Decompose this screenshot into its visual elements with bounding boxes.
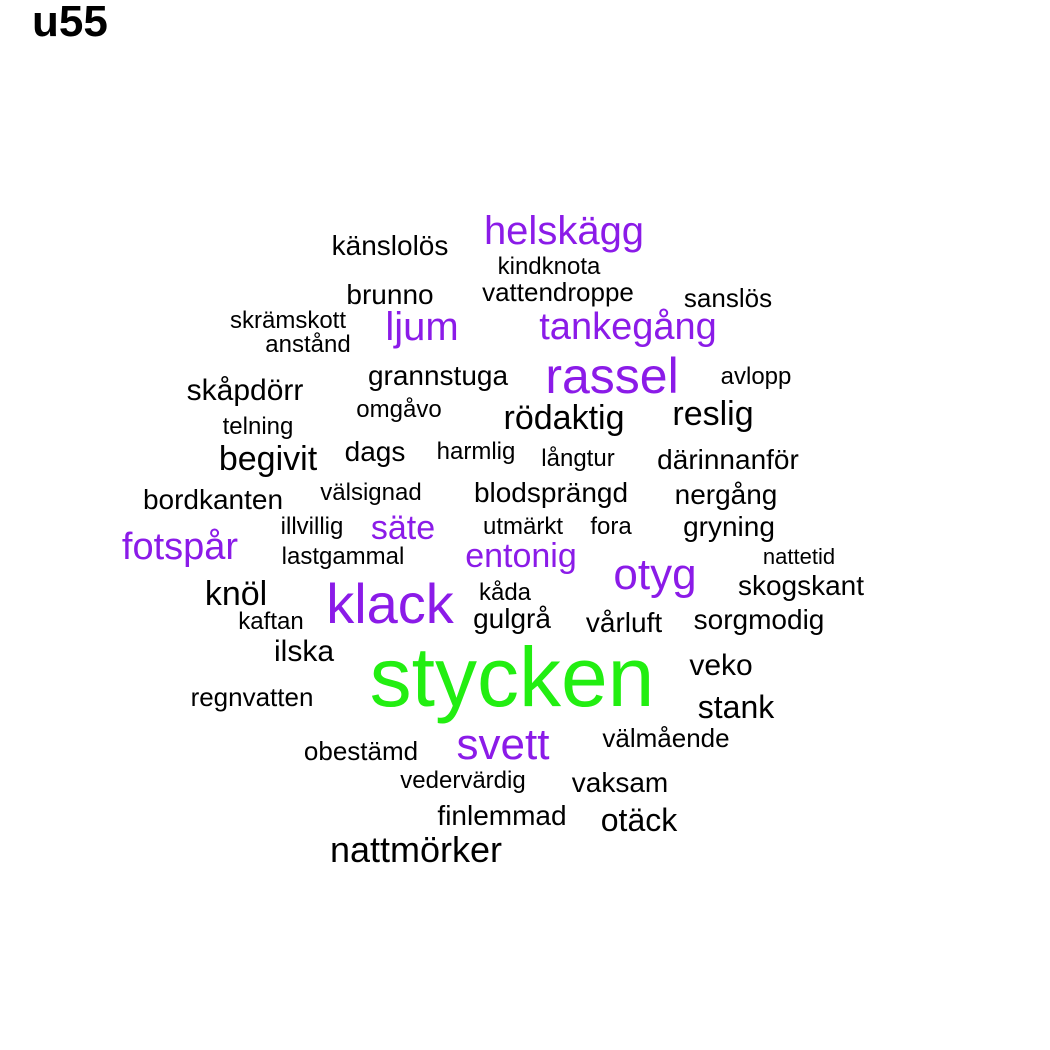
word-28: harmlig [436, 438, 516, 465]
word-32: välsignad [320, 479, 422, 506]
word-55: vaksam [571, 767, 669, 798]
word-1: klack [326, 572, 454, 635]
word-29: långtur [541, 445, 615, 472]
word-34: nergång [674, 479, 778, 510]
word-12: känslolös [331, 230, 449, 261]
word-33: blodsprängd [473, 477, 629, 508]
word-23: rödaktig [503, 399, 625, 437]
word-49: veko [689, 649, 753, 682]
word-36: utmärkt [482, 513, 564, 540]
word-48: ilska [273, 635, 335, 668]
word-43: skogskant [737, 570, 865, 601]
word-47: sorgmodig [693, 604, 825, 635]
word-42: kåda [478, 579, 532, 606]
word-13: kindknota [497, 253, 601, 280]
word-3: svett [456, 720, 550, 769]
word-6: tankegång [539, 306, 717, 348]
word-14: brunno [346, 279, 434, 310]
word-45: gulgrå [473, 603, 551, 634]
word-51: stank [697, 689, 775, 725]
word-22: omgåvo [356, 396, 442, 423]
word-19: grannstuga [367, 360, 509, 391]
word-25: telning [222, 413, 294, 440]
word-20: avlopp [720, 363, 792, 390]
word-54: vedervärdig [400, 767, 526, 794]
word-52: obestämd [303, 736, 419, 766]
word-26: begivit [218, 440, 318, 478]
word-15: vattendroppe [482, 277, 634, 307]
word-50: regnvatten [190, 682, 314, 712]
word-4: otyg [613, 550, 697, 599]
word-2: rassel [545, 348, 679, 404]
word-37: fora [590, 513, 632, 540]
word-30: därinnanför [657, 444, 799, 475]
word-40: nattetid [762, 544, 836, 569]
word-0: stycken [369, 630, 655, 724]
word-18: anstånd [265, 331, 351, 358]
word-41: knöl [204, 575, 268, 613]
word-5: helskägg [483, 209, 645, 253]
word-10: entonig [465, 537, 577, 575]
word-57: otäck [600, 802, 678, 838]
word-56: finlemmad [437, 800, 567, 831]
word-27: dags [344, 436, 406, 467]
chart-title: u55 [32, 0, 108, 46]
word-21: skåpdörr [186, 374, 304, 407]
word-44: kaftan [238, 608, 304, 635]
word-46: vårluft [585, 607, 663, 638]
word-24: reslig [672, 395, 754, 433]
word-7: ljum [385, 305, 459, 349]
word-39: lastgammal [281, 543, 405, 570]
word-35: illvillig [280, 513, 344, 540]
word-11: nattmörker [329, 829, 503, 870]
word-9: säte [370, 509, 436, 547]
word-31: bordkanten [142, 484, 284, 515]
word-8: fotspår [121, 526, 239, 568]
word-16: sanslös [683, 283, 773, 313]
word-17: skrämskott [229, 307, 347, 334]
word-38: gryning [683, 511, 775, 542]
word-53: välmående [602, 723, 730, 753]
